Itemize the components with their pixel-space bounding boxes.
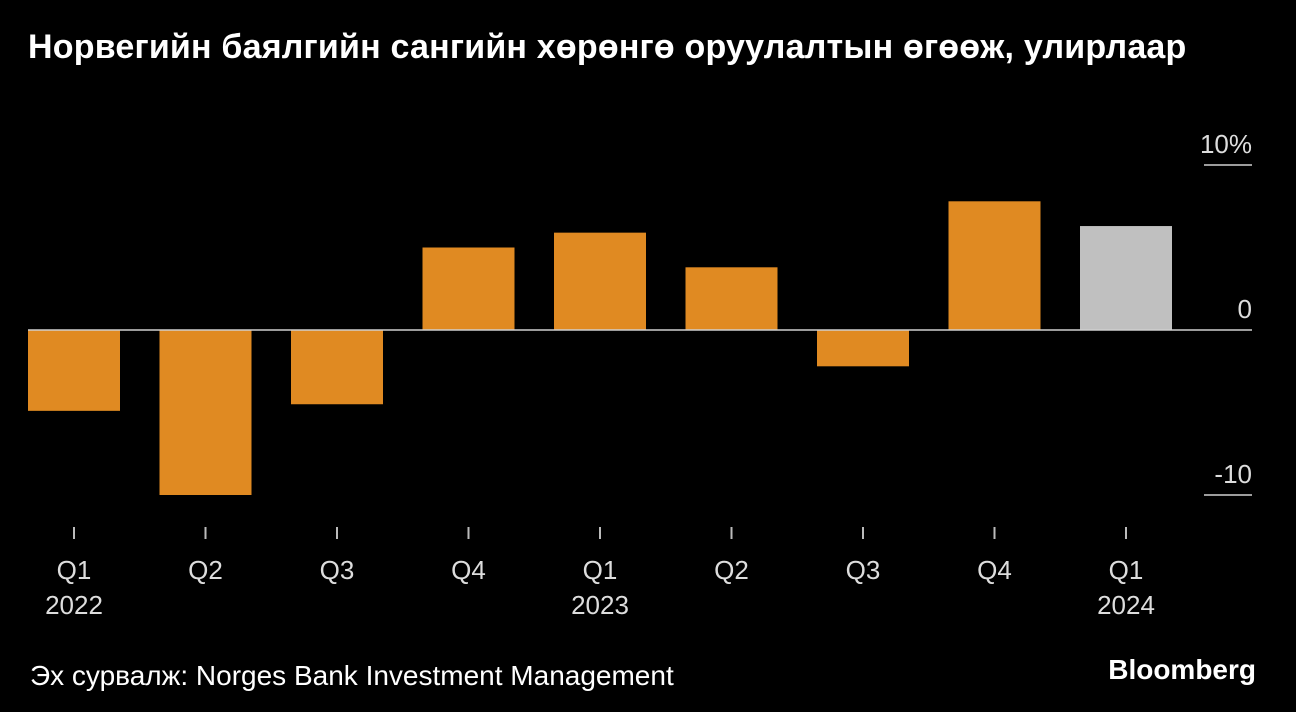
bar-2 bbox=[159, 330, 252, 495]
xtick-label-9: Q1 bbox=[1109, 555, 1144, 585]
bars-layer bbox=[28, 201, 1172, 495]
xtick-label-7: Q3 bbox=[846, 555, 881, 585]
xtick-label-2: Q2 bbox=[188, 555, 223, 585]
source-note: Эх сурвалж: Norges Bank Investment Manag… bbox=[30, 660, 674, 691]
year-label-1: 2022 bbox=[45, 590, 103, 620]
xtick-label-3: Q3 bbox=[320, 555, 355, 585]
bar-1 bbox=[28, 330, 120, 411]
bar-6 bbox=[685, 267, 778, 330]
xtick-label-5: Q1 bbox=[583, 555, 618, 585]
xtick-label-6: Q2 bbox=[714, 555, 749, 585]
ytick-label-1: 10% bbox=[1200, 129, 1252, 159]
bar-8 bbox=[948, 201, 1041, 330]
bar-4 bbox=[422, 247, 515, 330]
xtick-label-8: Q4 bbox=[977, 555, 1012, 585]
bar-7 bbox=[817, 330, 909, 367]
ytick-label-2: 0 bbox=[1238, 294, 1252, 324]
year-label-9: 2024 bbox=[1097, 590, 1155, 620]
bar-5 bbox=[554, 232, 646, 330]
bar-9 bbox=[1080, 226, 1172, 330]
axis-layer: 10% 0 -10 Q1 2022 Q2 Q3 Q4 Q1 2023 Q2 Q3 Q4 Q1 2024 bbox=[28, 129, 1252, 620]
bloomberg-logo: Bloomberg bbox=[1108, 654, 1256, 685]
chart-title: Норвегийн баялгийн сангийн хөрөнгө оруул… bbox=[28, 28, 1187, 66]
xtick-label-4: Q4 bbox=[451, 555, 486, 585]
bar-3 bbox=[291, 330, 383, 405]
year-label-5: 2023 bbox=[571, 590, 629, 620]
ytick-label-3: -10 bbox=[1214, 459, 1252, 489]
xtick-label-1: Q1 bbox=[57, 555, 92, 585]
